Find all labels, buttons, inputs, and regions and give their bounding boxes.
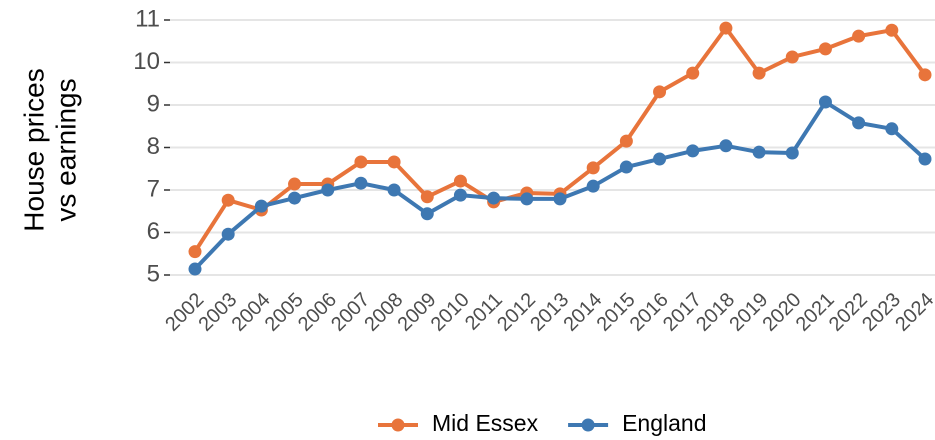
y-tick-label: 6 xyxy=(147,218,160,245)
data-point xyxy=(885,23,899,37)
y-tick-label: 10 xyxy=(133,48,160,75)
data-point xyxy=(453,188,467,202)
y-axis-label: vs earnings xyxy=(50,78,81,221)
y-tick-label: 8 xyxy=(147,133,160,160)
data-point xyxy=(420,207,434,221)
data-point xyxy=(288,191,302,205)
y-tick-label: 11 xyxy=(135,5,160,32)
data-point xyxy=(686,144,700,158)
data-point xyxy=(387,183,401,197)
y-tick-label: 7 xyxy=(147,175,160,202)
data-point xyxy=(553,192,567,206)
x-tick-label: 2024 xyxy=(891,289,935,336)
data-point xyxy=(785,50,799,64)
data-point xyxy=(420,190,434,204)
data-point xyxy=(387,155,401,169)
data-point xyxy=(818,95,832,109)
data-point xyxy=(487,191,501,205)
data-point xyxy=(586,161,600,175)
data-point xyxy=(852,29,866,43)
data-point xyxy=(852,116,866,130)
data-point xyxy=(520,192,534,206)
data-point xyxy=(719,139,733,153)
data-point xyxy=(653,152,667,166)
data-point xyxy=(321,183,335,197)
legend-label: England xyxy=(622,410,706,436)
y-tick-label: 9 xyxy=(147,90,160,117)
legend-label: Mid Essex xyxy=(432,410,539,436)
data-point xyxy=(586,179,600,193)
data-point xyxy=(453,174,467,188)
legend-swatch xyxy=(581,418,595,432)
data-point xyxy=(221,227,235,241)
data-point xyxy=(619,134,633,148)
data-point xyxy=(221,193,235,207)
data-point xyxy=(354,176,368,190)
legend-swatch xyxy=(391,418,405,432)
data-point xyxy=(619,160,633,174)
data-point xyxy=(918,68,932,82)
y-tick-label: 5 xyxy=(147,260,160,287)
data-point xyxy=(818,42,832,56)
data-point xyxy=(288,177,302,191)
data-point xyxy=(918,152,932,166)
data-point xyxy=(752,145,766,159)
data-point xyxy=(188,245,202,259)
data-point xyxy=(885,122,899,136)
data-point xyxy=(354,155,368,169)
data-point xyxy=(653,85,667,99)
data-point xyxy=(719,21,733,35)
data-point xyxy=(686,66,700,80)
data-point xyxy=(785,146,799,160)
y-axis-label: House prices xyxy=(18,68,49,231)
data-point xyxy=(254,199,268,213)
data-point xyxy=(188,262,202,276)
data-point xyxy=(752,66,766,80)
